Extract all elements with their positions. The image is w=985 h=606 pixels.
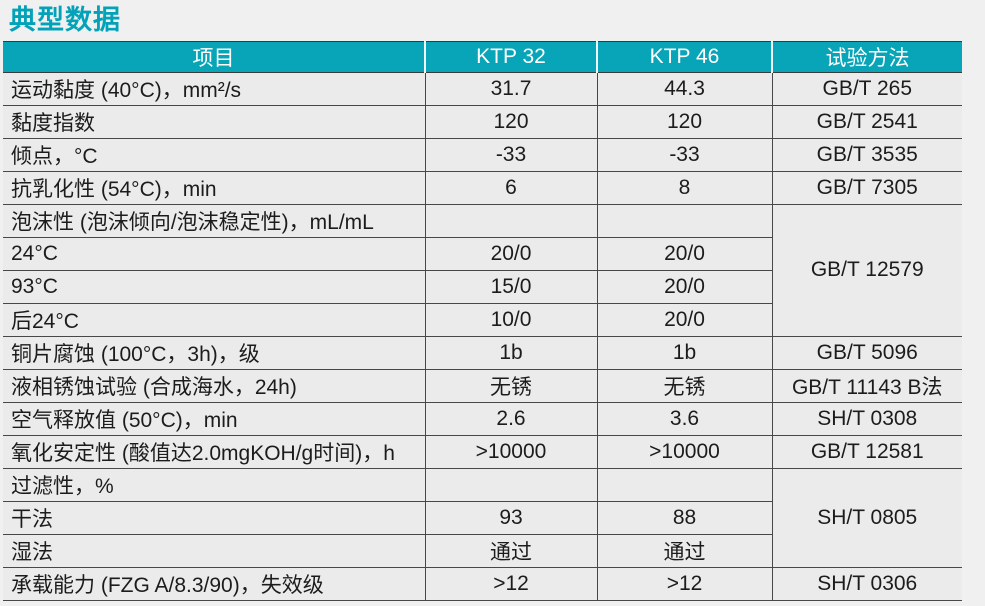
item-cell: 承载能力 (FZG A/8.3/90)，失效级 (3, 566, 425, 601)
method-cell: GB/T 265 (771, 71, 962, 106)
method-cell: GB/T 5096 (771, 335, 962, 370)
column-header-ktp46: KTP 46 (596, 40, 772, 73)
ktp46-cell: 20/0 (596, 302, 772, 337)
ktp32-cell: 1b (424, 335, 597, 370)
ktp46-cell: 8 (596, 170, 772, 205)
ktp32-cell: -33 (424, 137, 597, 172)
ktp46-cell: 88 (596, 500, 772, 535)
table-row: 后24°C 10/0 20/0 (3, 302, 962, 337)
ktp32-cell: >12 (424, 566, 597, 601)
ktp46-cell: >10000 (596, 434, 772, 469)
method-cell: GB/T 7305 (771, 170, 962, 205)
table-row: 干法 93 88 (3, 500, 962, 535)
ktp32-cell: >10000 (424, 434, 597, 469)
ktp32-cell: 15/0 (424, 269, 597, 304)
ktp32-cell (424, 467, 597, 502)
column-header-ktp32: KTP 32 (424, 40, 597, 73)
ktp46-cell: 通过 (596, 533, 772, 568)
typical-data-table: 项目 KTP 32 KTP 46 试验方法 运动黏度 (40°C)，mm²/s … (3, 40, 962, 601)
ktp32-cell: 20/0 (424, 236, 597, 271)
item-cell: 93°C (3, 269, 425, 304)
item-cell: 湿法 (3, 533, 425, 568)
item-cell: 液相锈蚀试验 (合成海水，24h) (3, 368, 425, 403)
ktp46-cell: 20/0 (596, 236, 772, 271)
table-row: 过滤性，% SH/T 0805 (3, 467, 962, 568)
table-row: 液相锈蚀试验 (合成海水，24h) 无锈 无锈 GB/T 11143 B法 (3, 368, 962, 403)
column-header-method: 试验方法 (771, 40, 962, 73)
ktp46-cell (596, 467, 772, 502)
table-row: 93°C 15/0 20/0 (3, 269, 962, 304)
method-cell: SH/T 0308 (771, 401, 962, 436)
table-header: 项目 KTP 32 KTP 46 试验方法 (3, 40, 962, 73)
item-cell: 抗乳化性 (54°C)，min (3, 170, 425, 205)
ktp46-cell: 1b (596, 335, 772, 370)
method-cell: GB/T 12581 (771, 434, 962, 469)
method-cell: SH/T 0805 (771, 467, 962, 568)
ktp32-cell: 6 (424, 170, 597, 205)
table-row: 24°C 20/0 20/0 (3, 236, 962, 271)
table-row: 黏度指数 120 120 GB/T 2541 (3, 104, 962, 139)
table-row: 承载能力 (FZG A/8.3/90)，失效级 >12 >12 SH/T 030… (3, 566, 962, 601)
item-cell: 空气释放值 (50°C)，min (3, 401, 425, 436)
item-cell: 氧化安定性 (酸值达2.0mgKOH/g时间)，h (3, 434, 425, 469)
item-cell: 黏度指数 (3, 104, 425, 139)
ktp46-cell: 3.6 (596, 401, 772, 436)
method-cell: SH/T 0306 (771, 566, 962, 601)
ktp46-cell (596, 203, 772, 238)
item-cell: 后24°C (3, 302, 425, 337)
method-cell: GB/T 3535 (771, 137, 962, 172)
item-cell: 铜片腐蚀 (100°C，3h)，级 (3, 335, 425, 370)
method-cell: GB/T 2541 (771, 104, 962, 139)
item-cell: 24°C (3, 236, 425, 271)
column-header-item: 项目 (3, 40, 425, 73)
item-cell: 泡沫性 (泡沫倾向/泡沫稳定性)，mL/mL (3, 203, 425, 238)
table-row: 空气释放值 (50°C)，min 2.6 3.6 SH/T 0308 (3, 401, 962, 436)
ktp32-cell: 2.6 (424, 401, 597, 436)
table-row: 运动黏度 (40°C)，mm²/s 31.7 44.3 GB/T 265 (3, 71, 962, 106)
ktp32-cell: 10/0 (424, 302, 597, 337)
ktp46-cell: 无锈 (596, 368, 772, 403)
ktp32-cell (424, 203, 597, 238)
page-title: 典型数据 (9, 5, 121, 35)
method-cell: GB/T 11143 B法 (771, 368, 962, 403)
table-row: 湿法 通过 通过 (3, 533, 962, 568)
table-row: 倾点，°C -33 -33 GB/T 3535 (3, 137, 962, 172)
ktp32-cell: 通过 (424, 533, 597, 568)
ktp32-cell: 93 (424, 500, 597, 535)
table-row: 泡沫性 (泡沫倾向/泡沫稳定性)，mL/mL GB/T 12579 (3, 203, 962, 337)
item-cell: 倾点，°C (3, 137, 425, 172)
ktp46-cell: 44.3 (596, 71, 772, 106)
item-cell: 干法 (3, 500, 425, 535)
ktp46-cell: 20/0 (596, 269, 772, 304)
ktp46-cell: >12 (596, 566, 772, 601)
item-cell: 过滤性，% (3, 467, 425, 502)
table-body: 运动黏度 (40°C)，mm²/s 31.7 44.3 GB/T 265 黏度指… (3, 71, 962, 601)
ktp46-cell: -33 (596, 137, 772, 172)
table-row: 抗乳化性 (54°C)，min 6 8 GB/T 7305 (3, 170, 962, 205)
ktp32-cell: 120 (424, 104, 597, 139)
method-cell: GB/T 12579 (771, 203, 962, 337)
item-cell: 运动黏度 (40°C)，mm²/s (3, 71, 425, 106)
ktp32-cell: 31.7 (424, 71, 597, 106)
table-header-row: 项目 KTP 32 KTP 46 试验方法 (3, 40, 962, 73)
ktp46-cell: 120 (596, 104, 772, 139)
ktp32-cell: 无锈 (424, 368, 597, 403)
table-row: 氧化安定性 (酸值达2.0mgKOH/g时间)，h >10000 >10000 … (3, 434, 962, 469)
table-row: 铜片腐蚀 (100°C，3h)，级 1b 1b GB/T 5096 (3, 335, 962, 370)
